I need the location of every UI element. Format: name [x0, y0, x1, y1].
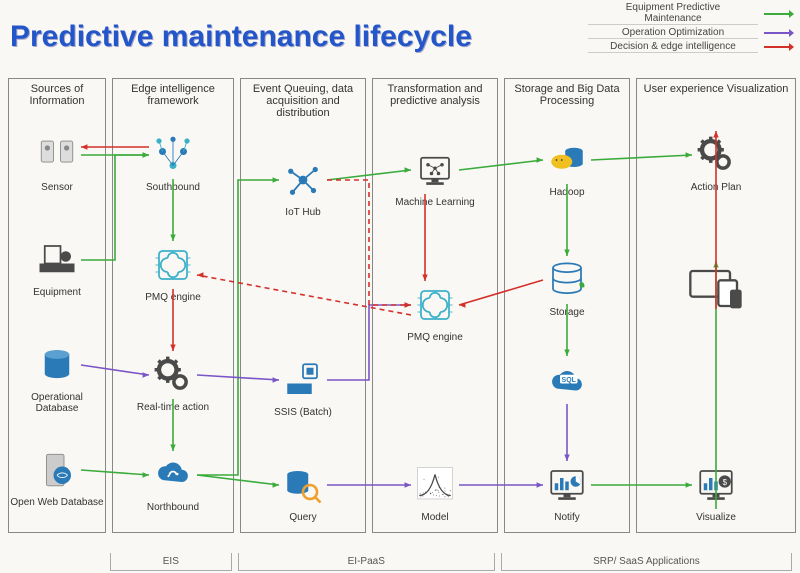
node-label: Operational Database	[9, 392, 105, 414]
node-label: Action Plan	[637, 182, 795, 193]
node-label: Machine Learning	[373, 197, 497, 208]
node-hadoop: Hadoop	[505, 139, 629, 198]
node-storage: Storage	[505, 259, 629, 318]
node-opdb: Operational Database	[9, 344, 105, 414]
node-label: Storage	[505, 307, 629, 318]
legend-label: Decision & edge intelligence	[588, 41, 758, 53]
node-pmq1: PMQ engine	[113, 244, 233, 303]
column: Event Queuing, data acquisition and dist…	[240, 78, 366, 533]
node-query: Query	[241, 464, 365, 523]
columns-container: Sources of Information Sensor Equipment Ope…	[8, 78, 792, 533]
node-label: Visualize	[637, 512, 795, 523]
hadoop-icon	[505, 139, 629, 184]
node-webdb: Open Web Database	[9, 449, 105, 508]
node-southbound: Southbound	[113, 134, 233, 193]
gears-dark-icon	[113, 354, 233, 399]
column-header: Storage and Big Data Processing	[505, 79, 629, 117]
brain-chip-icon	[113, 244, 233, 289]
node-iothub: IoT Hub	[241, 159, 365, 218]
node-label: Hadoop	[505, 187, 629, 198]
legend: Equipment Predictive Maintenance .legend-…	[588, 2, 790, 55]
cloud-sync-icon	[113, 454, 233, 499]
node-ssis: SSIS (Batch)	[241, 359, 365, 418]
page-title: Predictive maintenance lifecycle	[10, 20, 472, 54]
db-leaf-icon	[505, 259, 629, 304]
node-label: IoT Hub	[241, 207, 365, 218]
brain-chip-icon	[373, 284, 497, 329]
column-header: Sources of Information	[9, 79, 105, 117]
node-label: Sensor	[9, 182, 105, 193]
node-label: Equipment	[9, 287, 105, 298]
node-label: Real-time action	[113, 402, 233, 413]
sql-cloud-icon: SQL	[505, 359, 629, 404]
node-label: PMQ engine	[113, 292, 233, 303]
node-action: Action Plan	[637, 134, 795, 193]
db-search-icon	[241, 464, 365, 509]
devices-icon	[637, 264, 795, 323]
ssis-icon	[241, 359, 365, 404]
node-label: Query	[241, 512, 365, 523]
node-label: PMQ engine	[373, 332, 497, 343]
gears-dark-icon	[637, 134, 795, 179]
node-devices	[637, 264, 795, 326]
node-equipment: Equipment	[9, 239, 105, 298]
footer-label: EI-PaaS	[238, 553, 495, 571]
node-label: Southbound	[113, 182, 233, 193]
node-pmq2: PMQ engine	[373, 284, 497, 343]
node-realtime: Real-time action	[113, 354, 233, 413]
column: Sources of Information Sensor Equipment Ope…	[8, 78, 106, 533]
legend-arrow-icon: .legend-row:nth-child(1) .legend-arrow::…	[764, 13, 790, 15]
iot-icon	[241, 159, 365, 204]
footer-label: SRP/ SaaS Applications	[501, 553, 792, 571]
curve-icon	[373, 464, 497, 509]
legend-label: Operation Optimization	[588, 27, 758, 39]
svg-text:SQL: SQL	[562, 377, 577, 384]
tree-icon	[113, 134, 233, 179]
node-notify: Notify	[505, 464, 629, 523]
legend-arrow-icon: .legend-row:nth-child(3) .legend-arrow::…	[764, 46, 790, 48]
footer-label: EIS	[110, 553, 232, 571]
node-label: SSIS (Batch)	[241, 407, 365, 418]
node-visualize: $ Visualize	[637, 464, 795, 523]
node-sql: SQL	[505, 359, 629, 407]
column: Storage and Big Data Processing Hadoop Sto…	[504, 78, 630, 533]
server-icon	[9, 449, 105, 494]
node-ml: Machine Learning	[373, 149, 497, 208]
column-header: Transformation and predictive analysis	[373, 79, 497, 117]
column: User experience Visualization Action Plan…	[636, 78, 796, 533]
node-model: Model	[373, 464, 497, 523]
equipment-icon	[9, 239, 105, 284]
node-sensor: Sensor	[9, 134, 105, 193]
column-header: User experience Visualization	[637, 79, 795, 117]
svg-text:$: $	[723, 478, 728, 487]
legend-label: Equipment Predictive Maintenance	[588, 2, 758, 25]
column-header: Edge intelligence framework	[113, 79, 233, 117]
db-cylinder-icon	[9, 344, 105, 389]
legend-arrow-icon: .legend-row:nth-child(2) .legend-arrow::…	[764, 32, 790, 34]
column-header: Event Queuing, data acquisition and dist…	[241, 79, 365, 117]
node-label: Model	[373, 512, 497, 523]
footer-labels: EIS EI-PaaS SRP/ SaaS Applications	[110, 553, 792, 571]
ml-icon	[373, 149, 497, 194]
column: Transformation and predictive analysis Ma…	[372, 78, 498, 533]
node-label: Open Web Database	[9, 497, 105, 508]
node-label: Notify	[505, 512, 629, 523]
column: Edge intelligence framework Southbound PMQ…	[112, 78, 234, 533]
node-label: Northbound	[113, 502, 233, 513]
sensor-icon	[9, 134, 105, 179]
monitor-chart-icon	[505, 464, 629, 509]
node-northbound: Northbound	[113, 454, 233, 513]
monitor-money-icon: $	[637, 464, 795, 509]
